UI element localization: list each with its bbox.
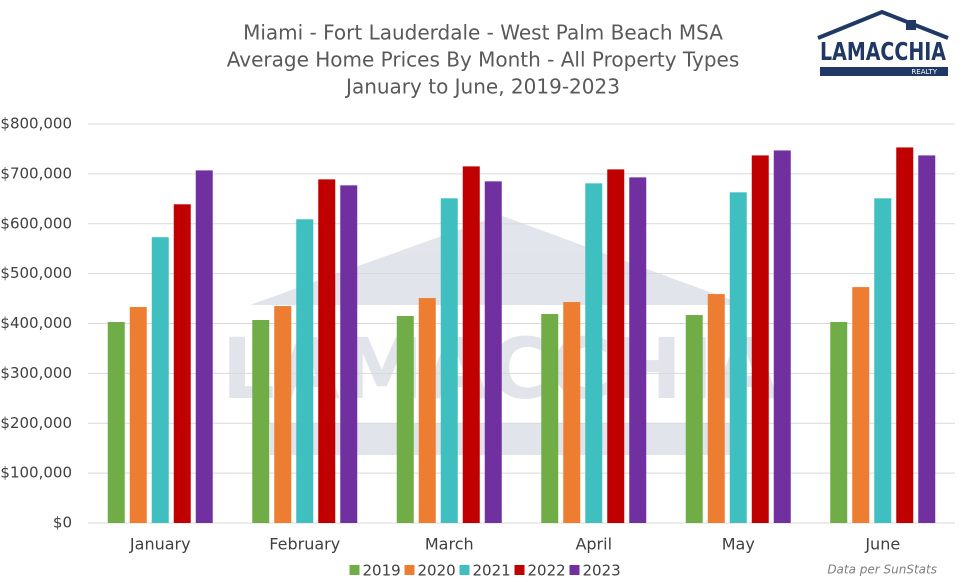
bar [707, 294, 725, 523]
source-note: Data per SunStats [827, 563, 937, 577]
chart-subtitle: January to June, 2019-2023 [344, 75, 620, 99]
bar [830, 322, 848, 523]
legend-label: 2021 [473, 562, 511, 580]
bar [729, 192, 747, 524]
bar [173, 204, 191, 523]
logo-bar [820, 67, 948, 76]
legend-swatch [459, 565, 470, 575]
y-tick-label: $500,000 [0, 264, 72, 282]
watermark-bar [270, 423, 738, 455]
bar [918, 155, 936, 523]
logo-text: LAMACCHIA [820, 37, 946, 66]
y-tick-label: $800,000 [0, 115, 72, 133]
legend-swatch [514, 565, 525, 575]
bar [607, 169, 625, 524]
bar [484, 181, 502, 523]
legend-swatch [349, 565, 360, 575]
y-tick-label: $300,000 [0, 364, 72, 382]
bar [896, 147, 914, 523]
x-tick-label: January [129, 535, 191, 554]
x-tick-label: April [575, 535, 612, 554]
bar [563, 302, 581, 523]
x-tick-label: March [425, 535, 474, 554]
bar [274, 306, 292, 523]
bar [252, 320, 270, 523]
logo-window [906, 20, 916, 30]
x-tick-label: May [722, 535, 755, 554]
bar [751, 155, 769, 523]
bar [151, 237, 169, 523]
bar [107, 322, 125, 523]
y-tick-label: $0 [53, 514, 72, 532]
legend-swatch [569, 565, 580, 575]
legend-label: 2019 [363, 562, 401, 580]
x-tick-label: February [269, 535, 340, 554]
legend-label: 2022 [528, 562, 566, 580]
y-tick-label: $200,000 [0, 414, 72, 432]
x-tick-label: June [864, 535, 900, 554]
y-tick-label: $400,000 [0, 314, 72, 332]
logo-sub: REALTY [911, 68, 937, 76]
bar [195, 170, 213, 524]
bar [129, 307, 147, 523]
y-tick-label: $100,000 [0, 464, 72, 482]
legend-swatch [404, 565, 415, 575]
bar [585, 183, 603, 523]
chart-subtitle: Average Home Prices By Month - All Prope… [227, 48, 740, 72]
bar [318, 179, 336, 523]
bar [852, 287, 870, 523]
bar [874, 198, 892, 523]
bar [440, 198, 458, 523]
bar [462, 166, 480, 524]
y-tick-label: $700,000 [0, 164, 72, 182]
logo-roof [817, 9, 949, 40]
bar [396, 316, 414, 523]
bar [418, 298, 436, 523]
bar [685, 315, 703, 523]
legend-label: 2020 [418, 562, 456, 580]
bar [773, 150, 791, 523]
y-tick-label: $600,000 [0, 214, 72, 232]
bar [340, 185, 358, 523]
legend-label: 2023 [583, 562, 621, 580]
chart-title: Miami - Fort Lauderdale - West Palm Beac… [243, 21, 723, 45]
bar [296, 219, 314, 524]
bar [541, 314, 559, 523]
logo: LAMACCHIA REALTY [817, 9, 949, 76]
bar [629, 177, 647, 523]
